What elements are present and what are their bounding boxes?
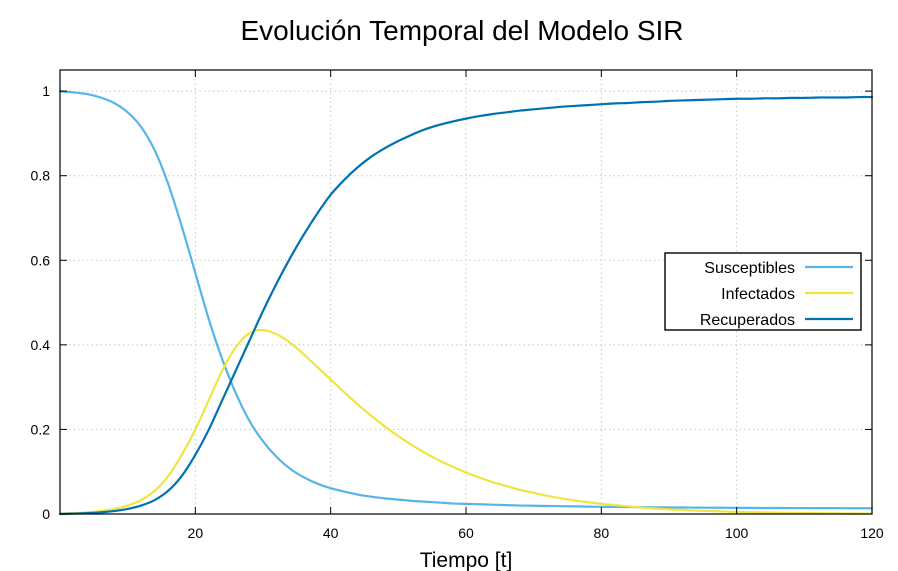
x-tick-label: 120 (860, 525, 884, 541)
x-tick-label: 20 (188, 525, 204, 541)
axis-ticks: 20 40 60 80 100 120 0 0.2 0.4 0.6 0.8 1 (31, 70, 884, 541)
chart-title: Evolución Temporal del Modelo SIR (240, 15, 683, 46)
legend-box (664, 252, 862, 331)
x-tick-label: 40 (323, 525, 339, 541)
series-line-recuperados (58, 95, 874, 516)
y-tick-label: 0.4 (31, 337, 51, 353)
y-tick-label: 0.2 (31, 421, 51, 437)
grid-lines (60, 70, 872, 514)
x-tick-label: 100 (725, 525, 749, 541)
x-axis-label: Tiempo [t] (420, 549, 513, 571)
y-tick-label: 0.6 (31, 252, 51, 268)
y-tick-label: 1 (42, 83, 50, 99)
legend-label-susceptibles: Susceptibles (704, 260, 795, 277)
legend: Susceptibles Infectados Recuperados (664, 252, 862, 331)
legend-label-recuperados: Recuperados (700, 312, 795, 329)
x-tick-label: 60 (458, 525, 474, 541)
x-tick-label: 80 (594, 525, 610, 541)
y-tick-label: 0.8 (31, 168, 51, 184)
y-tick-label: 0 (42, 506, 50, 522)
legend-label-infectados: Infectados (721, 286, 795, 303)
